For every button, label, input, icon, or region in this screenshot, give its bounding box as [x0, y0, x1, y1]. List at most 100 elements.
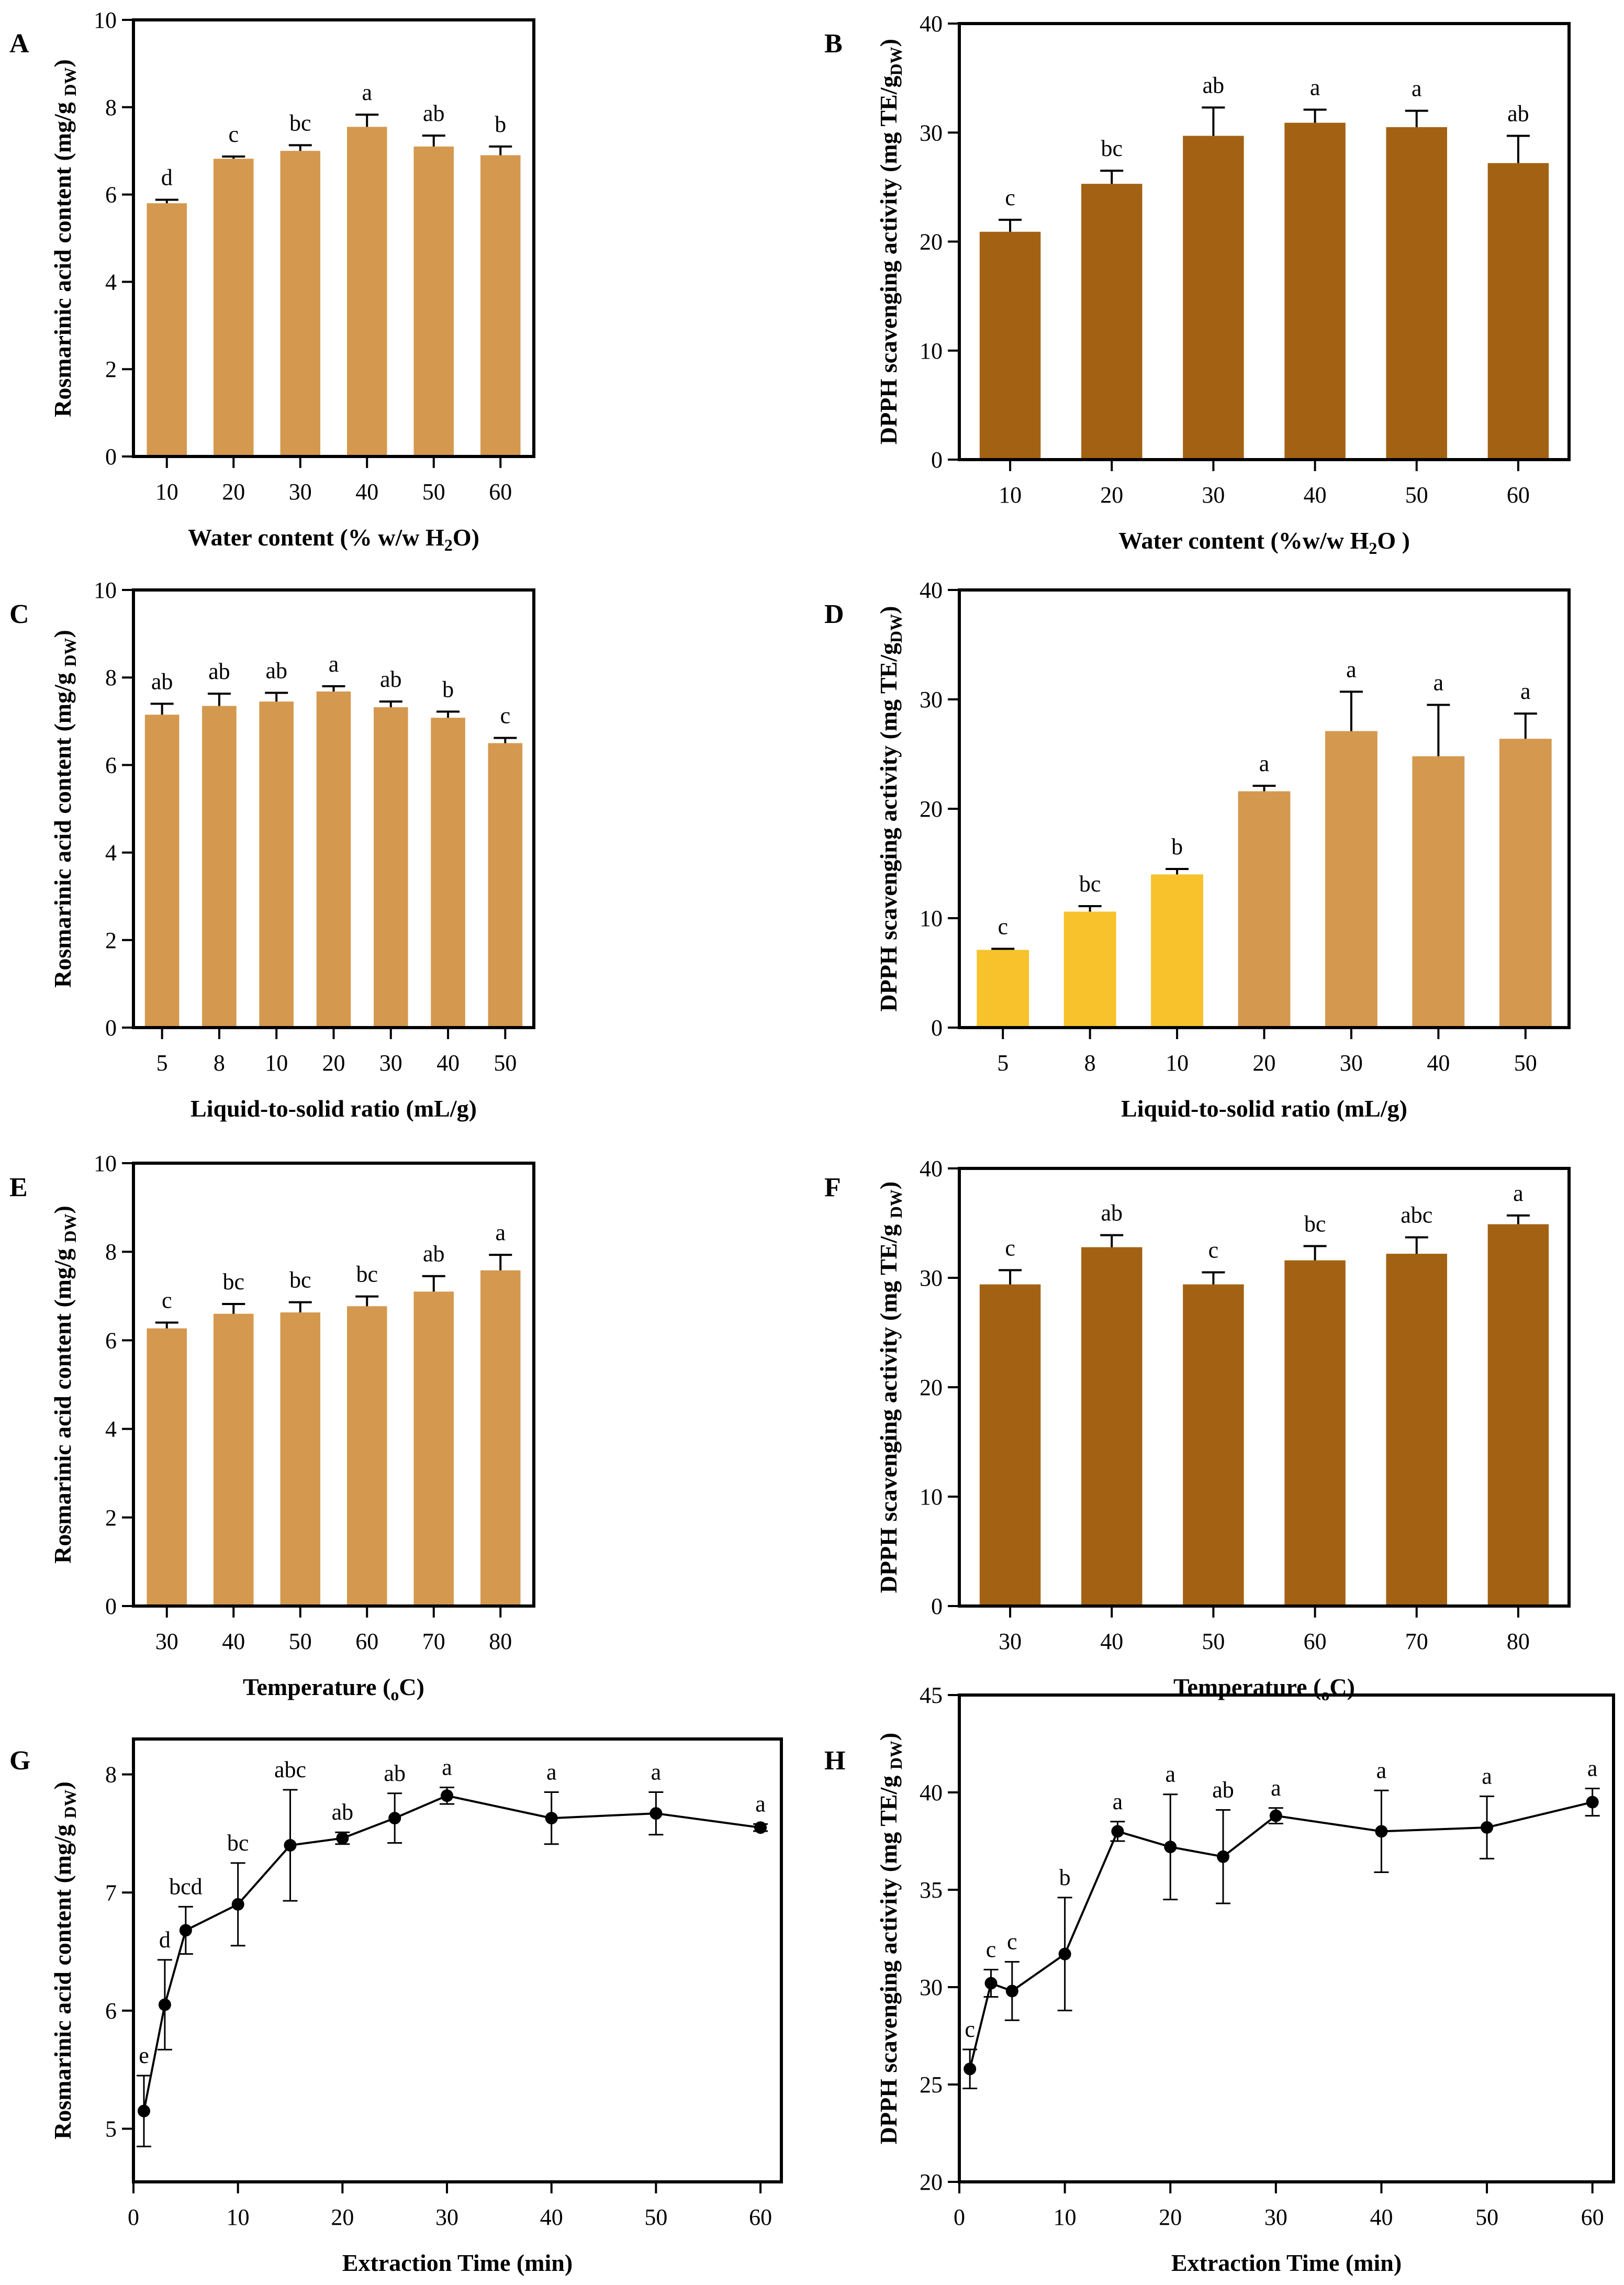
data-point: [158, 1998, 171, 2011]
x-tick-label: 30: [999, 1629, 1022, 1654]
panel-letter-h: H: [824, 1746, 845, 1776]
y-tick-label: 2: [105, 928, 117, 953]
significance-label: a: [1271, 1775, 1281, 1801]
y-axis-title-end: ): [875, 606, 902, 614]
x-tick-label: 80: [1507, 1629, 1530, 1654]
x-tick-label: 10: [1054, 2204, 1077, 2230]
significance-label: d: [159, 1927, 171, 1953]
significance-label: bc: [289, 1267, 311, 1293]
y-axis-title-end: ): [49, 1206, 76, 1213]
bar: [431, 718, 465, 1028]
y-tick-label: 40: [920, 1156, 943, 1181]
bar: [280, 1312, 320, 1606]
y-tick-label: 30: [920, 687, 943, 712]
y-axis-title-end: ): [49, 630, 76, 638]
bar: [1386, 127, 1447, 460]
x-axis-title-main: Water content (%w/w H: [1118, 527, 1369, 554]
x-tick-label: 20: [1100, 482, 1123, 508]
significance-label: c: [1005, 185, 1015, 210]
significance-label: bc: [1101, 136, 1123, 161]
y-axis-title: DPPH scavenging activity (mg TE/g DW): [875, 1181, 905, 1593]
x-tick-label: 10: [1166, 1050, 1189, 1076]
significance-label: bc: [1079, 871, 1101, 897]
bar: [1325, 731, 1377, 1028]
data-point: [984, 1977, 998, 1990]
y-tick-label: 20: [920, 229, 943, 255]
x-tick-label: 40: [1100, 1629, 1123, 1654]
x-tick-label: 50: [422, 479, 445, 505]
bar: [1487, 163, 1549, 460]
significance-label: a: [1412, 76, 1422, 102]
y-tick-label: 10: [94, 7, 117, 33]
y-axis-title: Rosmarinic acid content (mg/g DW): [49, 1781, 80, 2139]
plot-frame: [132, 18, 535, 458]
bar: [1284, 1260, 1346, 1606]
x-tick-label: 70: [422, 1629, 445, 1654]
x-tick-label: 30: [155, 1629, 178, 1654]
x-axis-title: Temperature (oC): [243, 1674, 424, 1704]
y-tick-label: 0: [931, 1593, 943, 1619]
x-axis-title: Liquid-to-solid ratio (mL/g): [191, 1095, 477, 1122]
significance-label: ab: [1203, 72, 1225, 98]
bar: [1238, 791, 1291, 1028]
x-tick-label: 8: [214, 1050, 225, 1076]
x-axis-title-sub: 2: [1369, 539, 1377, 558]
bar: [977, 950, 1029, 1028]
x-tick-label: 10: [227, 2204, 250, 2230]
y-tick-label: 25: [920, 2072, 943, 2098]
x-tick-label: 60: [749, 2204, 772, 2230]
significance-label: a: [651, 1759, 662, 1785]
data-point: [336, 1832, 349, 1845]
significance-label: a: [755, 1791, 766, 1816]
significance-label: abc: [274, 1757, 306, 1782]
y-tick-label: 5: [105, 2116, 117, 2142]
data-point: [1481, 1821, 1494, 1834]
panel-f: F 0 10 20 30 40 c 30 ab 40 c 50 bc 60 abc 70 a 80 Temperat…: [824, 1156, 1571, 1704]
bar: [147, 203, 187, 456]
x-axis-title-main: Liquid-to-solid ratio (mL/g): [191, 1095, 477, 1122]
bar: [280, 151, 320, 456]
y-axis-title: DPPH scavenging activity (mg TE/g DW): [875, 1733, 905, 2144]
x-tick-label: 30: [379, 1050, 402, 1076]
y-tick-label: 4: [105, 840, 117, 866]
significance-label: abc: [1401, 1202, 1432, 1228]
panel-letter-e: E: [9, 1173, 28, 1202]
data-point: [231, 1898, 244, 1911]
significance-label: ab: [384, 1760, 406, 1786]
bar: [1151, 874, 1203, 1028]
y-axis-title-sub: DW: [887, 47, 905, 75]
panel-e: E 0 2 4 6 8 10 c 30 bc 40 bc 50 bc 60 ab 70 a 80 Temperatur…: [9, 1151, 535, 1704]
data-point: [1058, 1947, 1071, 1960]
x-tick-label: 50: [1514, 1050, 1537, 1076]
data-point: [1111, 1825, 1124, 1838]
x-axis-title: Liquid-to-solid ratio (mL/g): [1121, 1095, 1407, 1122]
data-point: [1375, 1825, 1388, 1838]
y-axis-title-main: DPPH scavenging activity (mg TE/g: [875, 75, 902, 444]
bar: [347, 1306, 387, 1606]
data-point: [964, 2063, 977, 2076]
data-point: [1217, 1850, 1230, 1863]
y-tick-label: 45: [920, 1682, 943, 1708]
x-tick-label: 30: [289, 479, 312, 505]
y-axis-title: Rosmarinic acid content (mg/g DW): [49, 630, 80, 988]
plot-frame: [958, 1167, 1571, 1608]
x-tick-label: 5: [156, 1050, 168, 1076]
data-point: [1269, 1809, 1282, 1822]
series-line: [969, 1801, 1593, 2069]
y-axis-title: DPPH scavenging activity (mg TE/gDW): [875, 39, 905, 444]
data-point: [1005, 1985, 1018, 1998]
plot-frame: [132, 1737, 783, 2183]
bar: [214, 159, 254, 456]
x-axis-title-sub: o: [390, 1685, 399, 1704]
y-tick-label: 7: [105, 1880, 117, 1905]
x-tick-label: 40: [540, 2204, 563, 2230]
y-axis-title-sub: DW: [887, 1741, 905, 1769]
data-point: [1586, 1796, 1599, 1809]
bar: [1487, 1224, 1549, 1606]
plot-frame: [958, 588, 1571, 1029]
x-axis-title-end: O ): [1377, 527, 1410, 554]
data-point: [545, 1812, 558, 1825]
y-tick-label: 10: [94, 577, 117, 603]
x-tick-label: 40: [1427, 1050, 1450, 1076]
